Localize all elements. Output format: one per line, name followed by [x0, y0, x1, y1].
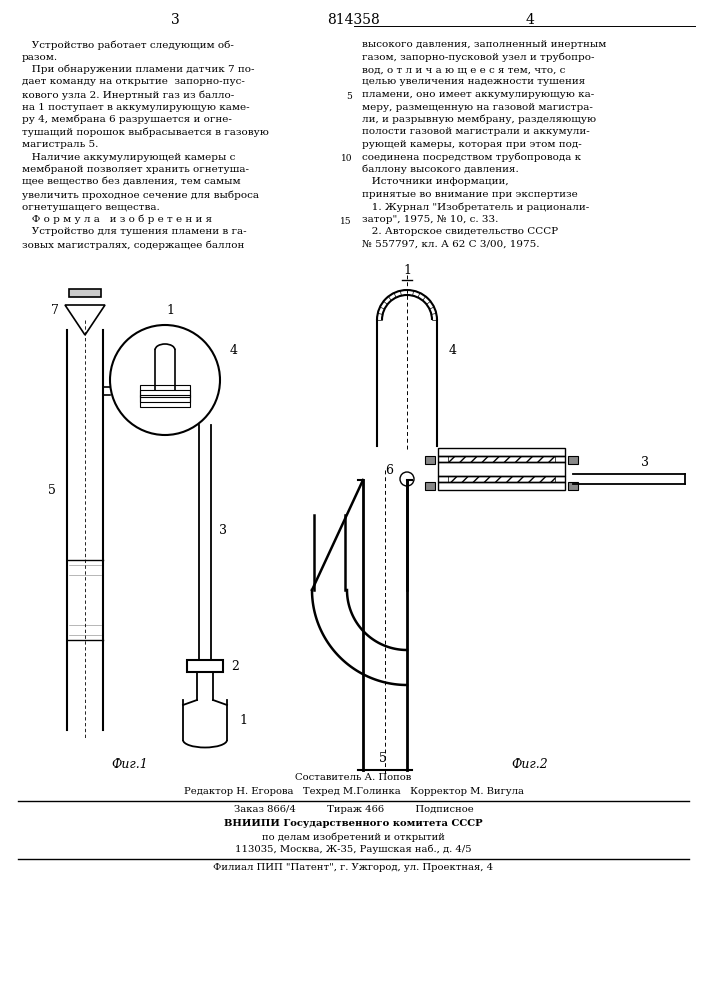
Bar — [187, 660, 223, 672]
Bar — [140, 385, 190, 397]
Text: полости газовой магистрали и аккумули-: полости газовой магистрали и аккумули- — [362, 127, 590, 136]
Text: газом, запорно-пусковой узел и трубопро-: газом, запорно-пусковой узел и трубопро- — [362, 52, 595, 62]
Text: 1: 1 — [166, 304, 174, 316]
Text: 7: 7 — [51, 304, 59, 316]
Text: целью увеличения надежности тушения: целью увеличения надежности тушения — [362, 78, 585, 87]
Text: 113035, Москва, Ж-35, Раушская наб., д. 4/5: 113035, Москва, Ж-35, Раушская наб., д. … — [235, 845, 472, 854]
Bar — [425, 456, 435, 464]
Bar — [568, 456, 578, 464]
Text: 3: 3 — [219, 524, 227, 536]
Text: меру, размещенную на газовой магистра-: меру, размещенную на газовой магистра- — [362, 103, 593, 111]
Text: 4: 4 — [230, 344, 238, 357]
Text: 2. Авторское свидетельство СССР: 2. Авторское свидетельство СССР — [362, 228, 558, 236]
Bar — [448, 476, 555, 482]
Text: 4: 4 — [525, 13, 534, 27]
Text: на 1 поступает в аккумулирующую каме-: на 1 поступает в аккумулирующую каме- — [22, 103, 250, 111]
Text: увеличить проходное сечение для выброса: увеличить проходное сечение для выброса — [22, 190, 259, 200]
Text: 3: 3 — [170, 13, 180, 27]
Bar — [438, 448, 565, 456]
Text: 814358: 814358 — [327, 13, 380, 27]
Text: Устройство для тушения пламени в га-: Устройство для тушения пламени в га- — [22, 228, 247, 236]
Text: 5: 5 — [48, 484, 56, 496]
Text: 5: 5 — [379, 752, 387, 764]
Bar — [425, 482, 435, 490]
Bar — [438, 482, 565, 490]
Bar — [448, 456, 555, 462]
Text: Заказ 866/4          Тираж 466          Подписное: Заказ 866/4 Тираж 466 Подписное — [233, 805, 474, 814]
Text: щее вещество без давления, тем самым: щее вещество без давления, тем самым — [22, 178, 240, 186]
Text: Фиг.2: Фиг.2 — [512, 758, 549, 771]
Text: дает команду на открытие  запорно-пус-: дает команду на открытие запорно-пус- — [22, 78, 245, 87]
Text: 15: 15 — [340, 217, 352, 226]
Text: зовых магистралях, содержащее баллон: зовых магистралях, содержащее баллон — [22, 240, 245, 249]
Text: 1: 1 — [403, 263, 411, 276]
Text: магистраль 5.: магистраль 5. — [22, 140, 98, 149]
Text: вод, о т л и ч а ю щ е е с я тем, что, с: вод, о т л и ч а ю щ е е с я тем, что, с — [362, 65, 566, 74]
Text: по делам изобретений и открытий: по делам изобретений и открытий — [262, 832, 445, 842]
Text: ру 4, мембрана 6 разрушается и огне-: ру 4, мембрана 6 разрушается и огне- — [22, 115, 232, 124]
Text: Наличие аккумулирующей камеры с: Наличие аккумулирующей камеры с — [22, 152, 235, 161]
Text: Фиг.1: Фиг.1 — [112, 758, 148, 771]
Text: соединена посредством трубопровода к: соединена посредством трубопровода к — [362, 152, 581, 162]
Bar — [140, 395, 190, 407]
Text: При обнаружении пламени датчик 7 по-: При обнаружении пламени датчик 7 по- — [22, 65, 255, 75]
Text: тушащий порошок выбрасывается в газовую: тушащий порошок выбрасывается в газовую — [22, 127, 269, 137]
Text: пламени, оно имеет аккумулирующую ка-: пламени, оно имеет аккумулирующую ка- — [362, 90, 595, 99]
Text: кового узла 2. Инертный газ из балло-: кового узла 2. Инертный газ из балло- — [22, 90, 234, 100]
Text: ли, и разрывную мембрану, разделяющую: ли, и разрывную мембрану, разделяющую — [362, 115, 596, 124]
Text: 4: 4 — [449, 344, 457, 357]
Text: 1: 1 — [239, 714, 247, 726]
Bar — [568, 482, 578, 490]
Text: огнетушащего вещества.: огнетушащего вещества. — [22, 202, 160, 212]
Text: Редактор Н. Егорова   Техред М.Голинка   Корректор М. Вигула: Редактор Н. Егорова Техред М.Голинка Кор… — [184, 787, 523, 796]
Text: затор", 1975, № 10, с. 33.: затор", 1975, № 10, с. 33. — [362, 215, 498, 224]
Text: ВНИИПИ Государственного комитета СССР: ВНИИПИ Государственного комитета СССР — [224, 819, 483, 828]
Bar — [69, 289, 101, 297]
Bar — [438, 456, 565, 462]
Text: 5: 5 — [346, 92, 352, 101]
Text: баллону высокого давления.: баллону высокого давления. — [362, 165, 519, 174]
Bar — [438, 476, 565, 482]
Bar — [438, 462, 565, 476]
Text: принятые во внимание при экспертизе: принятые во внимание при экспертизе — [362, 190, 578, 199]
Text: Источники информации,: Источники информации, — [362, 178, 508, 186]
Text: рующей камеры, которая при этом под-: рующей камеры, которая при этом под- — [362, 140, 582, 149]
Text: № 557797, кл. А 62 С 3/00, 1975.: № 557797, кл. А 62 С 3/00, 1975. — [362, 240, 539, 249]
Text: разом.: разом. — [22, 52, 58, 62]
Text: 1. Журнал "Изобретатель и рационали-: 1. Журнал "Изобретатель и рационали- — [362, 202, 589, 212]
Text: Устройство работает следующим об-: Устройство работает следующим об- — [22, 40, 234, 49]
Text: Филиал ПИП "Патент", г. Ужгород, ул. Проектная, 4: Филиал ПИП "Патент", г. Ужгород, ул. Про… — [214, 863, 493, 872]
Text: 3: 3 — [641, 456, 649, 468]
Text: 2: 2 — [231, 660, 239, 672]
Bar — [140, 390, 190, 402]
Text: 6: 6 — [385, 464, 393, 477]
Text: высокого давления, заполненный инертным: высокого давления, заполненный инертным — [362, 40, 607, 49]
Text: мембраной позволяет хранить огнетуша-: мембраной позволяет хранить огнетуша- — [22, 165, 249, 174]
Text: Ф о р м у л а   и з о б р е т е н и я: Ф о р м у л а и з о б р е т е н и я — [22, 215, 212, 225]
Text: Составитель А. Попов: Составитель А. Попов — [296, 773, 411, 782]
Text: 10: 10 — [341, 154, 352, 163]
